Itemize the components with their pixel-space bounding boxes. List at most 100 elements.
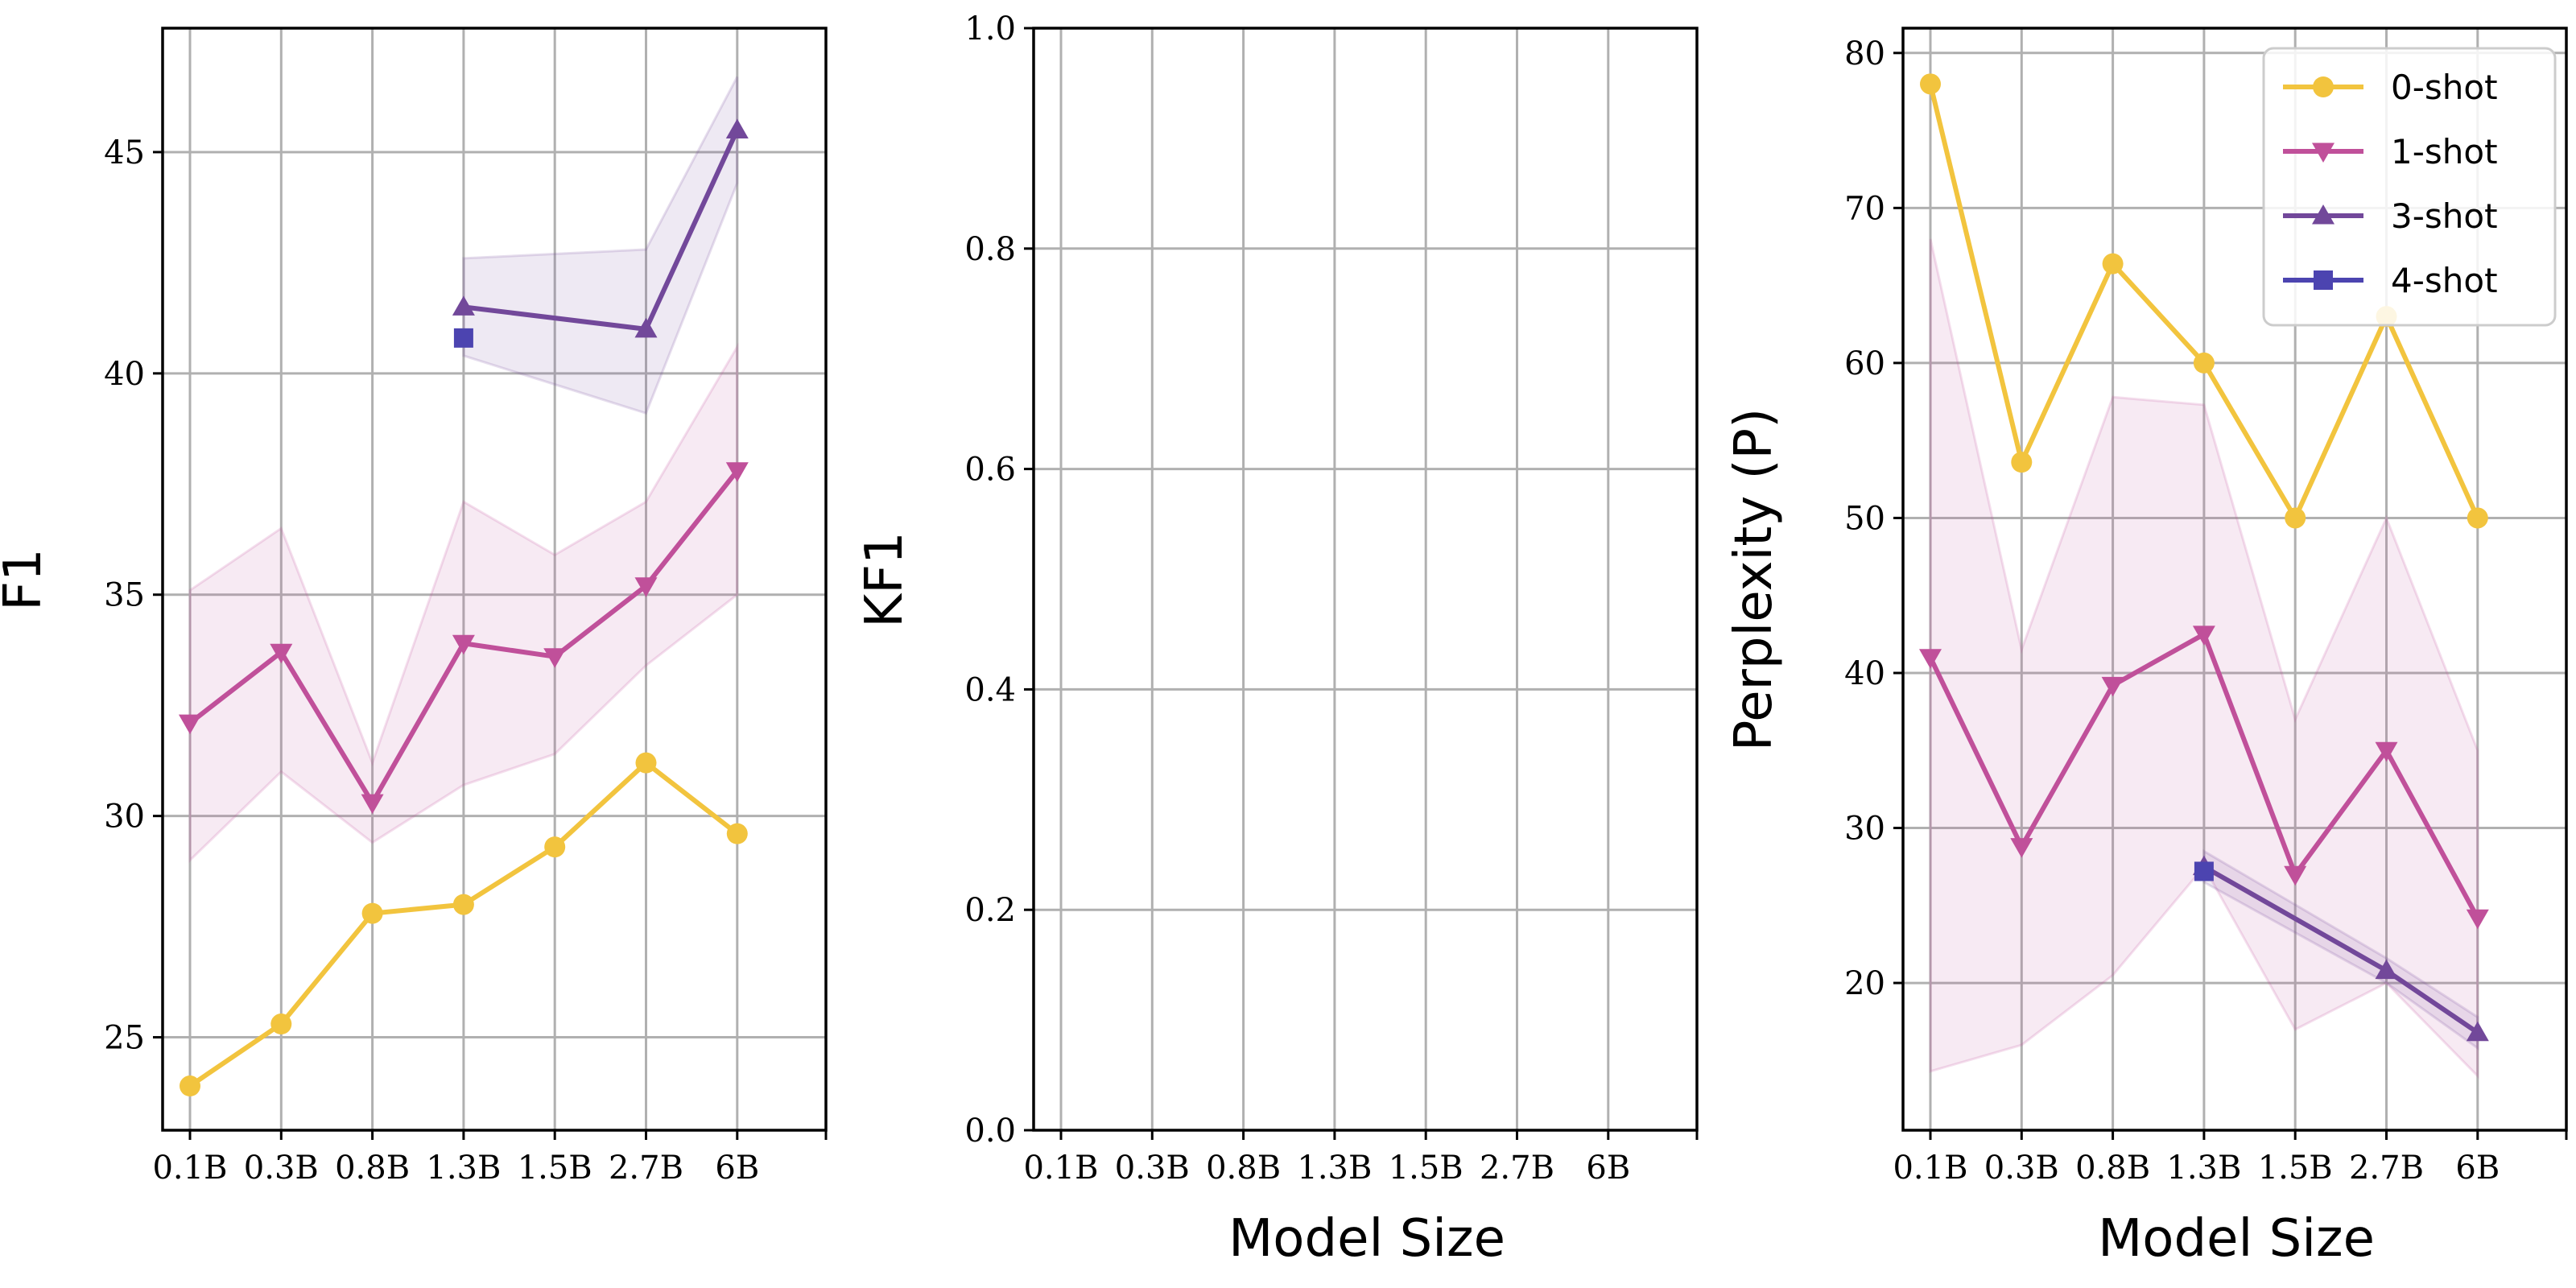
axes-frame xyxy=(1032,27,1699,1132)
data-point xyxy=(2375,959,2398,980)
data-point xyxy=(179,714,201,735)
data-point xyxy=(361,902,383,924)
y-tick-label: 40 xyxy=(1844,655,1885,692)
y-tick-label: 40 xyxy=(104,356,145,393)
series-1-shot xyxy=(1919,625,2489,930)
y-axis-label: KF1 xyxy=(855,531,914,628)
axes-frame xyxy=(1901,27,2568,1132)
y-tick-label: 0.2 xyxy=(964,892,1016,929)
y-tick-label: 30 xyxy=(104,799,145,836)
data-point xyxy=(361,794,384,815)
band-3-shot xyxy=(2202,848,2479,1051)
legend-marker xyxy=(2313,76,2334,97)
legend-label: 4-shot xyxy=(2391,261,2498,300)
y-tick-label: 70 xyxy=(1844,190,1885,227)
data-point xyxy=(2466,909,2489,930)
y-axis-label: F1 xyxy=(0,548,53,611)
data-point xyxy=(270,1013,292,1035)
data-point xyxy=(2467,507,2488,529)
data-point xyxy=(452,634,475,655)
chart-panel-1: 25 30 35 40 45 0.1B 0.3B 0.8B 1.3B 1.5B 2.7B 6B F1 xyxy=(0,27,828,1187)
data-point xyxy=(180,1075,200,1097)
x-tick-label: 0.3B xyxy=(244,1150,319,1187)
series-0-shot xyxy=(180,752,748,1097)
y-tick-label: 50 xyxy=(1844,500,1885,537)
x-tick-label: 1.3B xyxy=(1297,1150,1372,1187)
x-tick-label: 0.1B xyxy=(152,1150,227,1187)
data-point xyxy=(1919,649,1942,669)
data-point xyxy=(635,752,657,774)
x-tick-label: 2.7B xyxy=(2349,1150,2424,1187)
y-tick-label: 25 xyxy=(104,1020,145,1057)
x-tick-label: 6B xyxy=(2455,1150,2500,1187)
y-tick-label: 20 xyxy=(1844,965,1885,1002)
data-point xyxy=(2193,352,2215,374)
y-tick-label: 0.8 xyxy=(964,231,1016,268)
data-point xyxy=(453,328,473,348)
grid xyxy=(163,28,826,1130)
axes-frame xyxy=(161,27,828,1132)
data-point xyxy=(2010,838,2033,858)
legend: 0-shot 1-shot 3-shot 4-shot xyxy=(2262,47,2557,327)
legend-label: 1-shot xyxy=(2391,132,2498,171)
data-point xyxy=(270,643,293,664)
legend-frame xyxy=(2262,47,2557,327)
x-tick-label: 0.8B xyxy=(2075,1150,2150,1187)
legend-label: 3-shot xyxy=(2391,196,2498,236)
y-tick-label: 60 xyxy=(1844,345,1885,382)
x-tick-label: 2.7B xyxy=(1480,1150,1554,1187)
data-point xyxy=(2011,452,2033,473)
y-tick-label: 35 xyxy=(104,577,145,614)
data-point xyxy=(2466,1021,2489,1042)
x-tick-label: 1.3B xyxy=(2166,1150,2241,1187)
y-tick-label: 1.0 xyxy=(964,10,1016,47)
data-point xyxy=(634,577,658,597)
series-3-shot xyxy=(452,118,749,338)
legend-marker xyxy=(2312,204,2334,225)
x-tick-label: 0.1B xyxy=(1023,1150,1098,1187)
x-axis-label: Model Size xyxy=(1228,1209,1505,1269)
chart-panel-3: 20 30 40 50 60 70 80 0.1B 0.3B 0.8B 1.3B 1.5B 2.7B 6B… xyxy=(1724,27,2568,1269)
data-point xyxy=(725,462,749,482)
legend-label: 0-shot xyxy=(2391,68,2498,107)
y-tick-label: 80 xyxy=(1844,35,1885,72)
data-point xyxy=(1920,73,1941,95)
data-point xyxy=(452,295,475,316)
x-tick-label: 6B xyxy=(1586,1150,1630,1187)
x-tick-label: 0.1B xyxy=(1893,1150,1967,1187)
y-tick-label: 45 xyxy=(104,134,145,171)
x-tick-label: 6B xyxy=(715,1150,759,1187)
legend-marker xyxy=(2314,270,2333,290)
y-tick-label: 30 xyxy=(1844,811,1885,848)
y-tick-label: 0.0 xyxy=(964,1113,1016,1150)
x-axis-label: Model Size xyxy=(2098,1209,2375,1269)
data-point xyxy=(544,836,566,858)
legend-marker xyxy=(2312,142,2334,163)
y-tick-label: 0.4 xyxy=(964,671,1016,708)
y-axis-label: Perplexity (P) xyxy=(1724,408,1784,751)
data-point xyxy=(725,118,749,138)
data-point xyxy=(2101,676,2124,697)
x-tick-label: 0.3B xyxy=(1984,1150,2059,1187)
data-point xyxy=(2375,741,2398,762)
x-tick-label: 2.7B xyxy=(609,1150,683,1187)
chart-panel-2: 0.0 0.2 0.4 0.6 0.8 1.0 0.1B 0.3B 0.8B 1.3B 1.5B 2.… xyxy=(855,10,1699,1269)
data-point xyxy=(2284,865,2307,886)
x-tick-label: 0.8B xyxy=(1206,1150,1281,1187)
x-tick-label: 0.3B xyxy=(1115,1150,1190,1187)
data-point xyxy=(452,894,474,915)
data-point xyxy=(2285,507,2306,529)
series-1-shot xyxy=(179,462,749,815)
data-point xyxy=(634,317,658,338)
x-tick-label: 1.3B xyxy=(426,1150,501,1187)
x-tick-label: 0.8B xyxy=(335,1150,410,1187)
series-4-shot xyxy=(453,328,473,348)
data-point xyxy=(726,823,748,844)
data-point xyxy=(2194,861,2214,881)
x-tick-label: 1.5B xyxy=(518,1150,592,1187)
band-3-shot xyxy=(462,76,739,415)
series-4-shot xyxy=(2194,861,2214,881)
x-tick-label: 1.5B xyxy=(2258,1150,2333,1187)
band-1-shot xyxy=(1929,238,2479,1080)
